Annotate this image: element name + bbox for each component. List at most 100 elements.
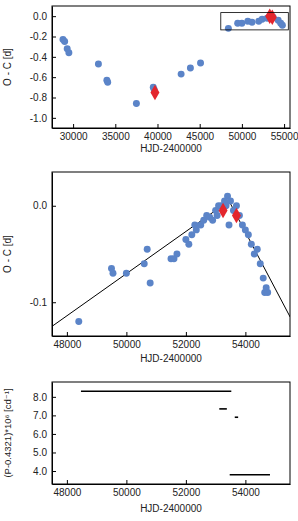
tick-mark	[52, 397, 56, 398]
y-axis: -0.1 0.0	[30, 173, 56, 337]
tick-label: -0.6	[30, 72, 48, 83]
point	[104, 79, 111, 86]
tick: 48000	[53, 480, 81, 498]
point	[185, 241, 192, 248]
tick-label: 35000	[102, 131, 130, 142]
tick: 50000	[113, 480, 141, 498]
point	[110, 270, 117, 277]
y-axis: 4.05.06.07.08.0	[33, 383, 56, 485]
tick: 35000	[102, 124, 130, 142]
zoom-box	[221, 13, 289, 30]
x-axis: 48000500005200054000	[53, 480, 291, 498]
line	[82, 390, 231, 392]
y-axis-title: O - C [d]	[2, 48, 13, 86]
plot-frame	[52, 6, 290, 128]
point	[238, 20, 245, 27]
tick-mark	[52, 434, 56, 435]
line	[220, 408, 226, 410]
y-axis: -1.0 -0.8 -0.6 -0.4 -0.2 0.0	[30, 7, 56, 129]
plot-area	[82, 391, 269, 474]
tick-mark	[52, 302, 56, 303]
tick-label: 0.0	[33, 11, 47, 22]
tick-mark	[245, 480, 246, 484]
tick-mark	[52, 452, 56, 453]
plot-area	[59, 8, 285, 107]
tick-mark	[52, 98, 56, 99]
tick-label: 40000	[144, 131, 172, 142]
tick: -1.0	[30, 113, 56, 124]
tick-label: -0.4	[30, 52, 48, 63]
point	[245, 231, 252, 238]
tick-label: 54000	[232, 339, 260, 350]
tick-label: 48000	[53, 339, 81, 350]
axis-line	[52, 173, 53, 337]
point	[260, 275, 267, 282]
tick-label: 45000	[186, 131, 214, 142]
tick: 50000	[228, 124, 256, 142]
line	[229, 201, 290, 317]
tick: 52000	[172, 332, 200, 350]
tick-mark	[200, 124, 201, 128]
axis-line	[53, 336, 291, 337]
point	[248, 241, 255, 248]
point	[226, 222, 233, 229]
axis-line	[53, 484, 291, 485]
point	[133, 100, 140, 107]
tick-label: 0.0	[33, 200, 47, 211]
x-axis: 48000 50000 52000 54000	[53, 332, 291, 350]
point	[197, 59, 204, 66]
point	[173, 251, 180, 258]
tick-mark	[52, 415, 56, 416]
tick-mark	[67, 332, 68, 336]
point	[279, 22, 286, 29]
point	[225, 25, 232, 32]
tick-mark	[52, 471, 56, 472]
tick: -0.2	[30, 31, 56, 42]
tick: 54000	[232, 480, 260, 498]
tick-mark	[52, 37, 56, 38]
x-axis-title: HJD-2400000	[140, 353, 202, 364]
tick-mark	[52, 57, 56, 58]
tick-mark	[52, 206, 56, 207]
diamond-point	[268, 9, 277, 25]
tick-label: -0.1	[30, 297, 48, 308]
tick: 4.0	[33, 466, 56, 477]
point	[257, 260, 264, 267]
point	[123, 270, 130, 277]
tick: 6.0	[33, 429, 56, 440]
point	[147, 279, 154, 286]
tick-mark	[73, 124, 74, 128]
tick-label: -0.8	[30, 92, 48, 103]
tick-label: -1.0	[30, 113, 48, 124]
tick-label: 8.0	[33, 392, 47, 403]
tick-mark	[242, 124, 243, 128]
point	[249, 19, 256, 26]
tick-label: -0.2	[30, 31, 48, 42]
panel-1: 48000500005200054000-0.10.0HJD-2400000O …	[2, 172, 291, 364]
point	[227, 197, 234, 204]
tick-label: 4.0	[33, 466, 47, 477]
plot-frame	[52, 382, 290, 484]
axis-line	[52, 7, 53, 129]
tick-mark	[284, 124, 285, 128]
tick-mark	[115, 124, 116, 128]
point	[254, 246, 261, 253]
tick-mark	[52, 77, 56, 78]
diamond-point	[232, 208, 241, 224]
point	[264, 289, 271, 296]
tick: -0.4	[30, 52, 56, 63]
tick-mark	[186, 332, 187, 336]
tick-label: 54000	[232, 487, 260, 498]
point	[178, 71, 185, 78]
diamond-point	[219, 203, 228, 219]
tick: 40000	[144, 124, 172, 142]
tick-label: 50000	[113, 487, 141, 498]
tick-label: 30000	[60, 131, 88, 142]
tick: 0.0	[33, 11, 56, 22]
figure: 300003500040000450005000055000-1.0-0.8-0…	[0, 0, 298, 521]
tick: 0.0	[33, 200, 56, 211]
tick-label: 48000	[53, 487, 81, 498]
tick-mark	[157, 124, 158, 128]
tick-label: 50000	[113, 339, 141, 350]
tick-label: 7.0	[33, 410, 47, 421]
